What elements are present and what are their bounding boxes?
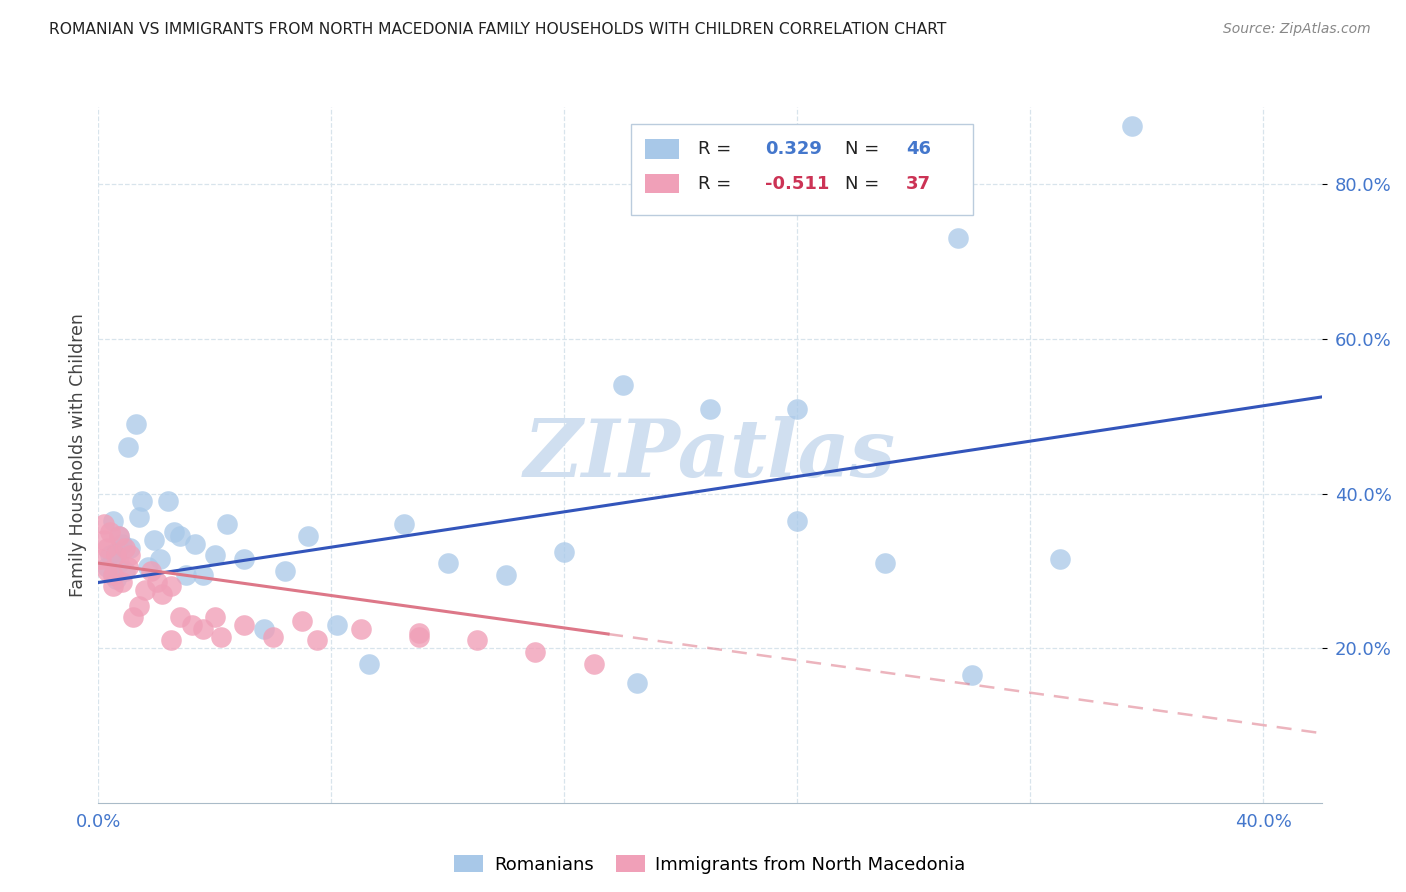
- Point: [495, 567, 517, 582]
- Point: [169, 529, 191, 543]
- Point: [174, 567, 197, 582]
- Point: [233, 618, 256, 632]
- Point: [131, 494, 153, 508]
- Point: [612, 378, 634, 392]
- Point: [873, 556, 896, 570]
- Point: [104, 544, 127, 558]
- Point: [160, 633, 183, 648]
- Point: [104, 549, 127, 563]
- Text: R =: R =: [697, 140, 737, 158]
- Point: [128, 599, 150, 613]
- Text: N =: N =: [845, 175, 884, 193]
- Point: [108, 529, 131, 543]
- Point: [163, 525, 186, 540]
- Point: [305, 633, 328, 648]
- Point: [582, 657, 605, 671]
- Text: Source: ZipAtlas.com: Source: ZipAtlas.com: [1223, 22, 1371, 37]
- Point: [128, 509, 150, 524]
- Point: [98, 549, 121, 563]
- Text: -0.511: -0.511: [765, 175, 830, 193]
- Point: [1049, 552, 1071, 566]
- Point: [111, 575, 134, 590]
- Point: [142, 533, 165, 547]
- Point: [326, 618, 349, 632]
- Point: [101, 567, 124, 582]
- Point: [114, 541, 136, 555]
- Point: [149, 552, 172, 566]
- Point: [101, 514, 124, 528]
- Text: R =: R =: [697, 175, 737, 193]
- Text: ZIPatlas: ZIPatlas: [524, 417, 896, 493]
- Point: [117, 560, 139, 574]
- Point: [253, 622, 276, 636]
- Point: [98, 525, 121, 540]
- Text: ROMANIAN VS IMMIGRANTS FROM NORTH MACEDONIA FAMILY HOUSEHOLDS WITH CHILDREN CORR: ROMANIAN VS IMMIGRANTS FROM NORTH MACEDO…: [49, 22, 946, 37]
- Point: [408, 630, 430, 644]
- Text: 37: 37: [905, 175, 931, 193]
- Point: [134, 583, 156, 598]
- Text: 0.329: 0.329: [765, 140, 823, 158]
- Point: [183, 537, 205, 551]
- Point: [101, 579, 124, 593]
- Point: [96, 564, 118, 578]
- Point: [626, 676, 648, 690]
- Y-axis label: Family Households with Children: Family Households with Children: [69, 313, 87, 597]
- Point: [1121, 120, 1143, 134]
- FancyBboxPatch shape: [630, 124, 973, 215]
- Point: [193, 622, 215, 636]
- Point: [193, 567, 215, 582]
- Point: [291, 614, 314, 628]
- FancyBboxPatch shape: [645, 174, 679, 194]
- Point: [90, 552, 112, 566]
- Point: [946, 231, 969, 245]
- Point: [96, 541, 118, 555]
- Point: [553, 544, 575, 558]
- Point: [160, 579, 183, 593]
- Point: [136, 560, 159, 574]
- Point: [262, 630, 284, 644]
- Point: [111, 537, 134, 551]
- Point: [215, 517, 238, 532]
- Point: [101, 567, 124, 582]
- Point: [125, 417, 148, 431]
- Point: [960, 668, 983, 682]
- Point: [157, 494, 180, 508]
- Point: [392, 517, 416, 532]
- Point: [274, 564, 297, 578]
- Point: [120, 549, 142, 563]
- Legend: Romanians, Immigrants from North Macedonia: Romanians, Immigrants from North Macedon…: [454, 855, 966, 874]
- Point: [524, 645, 547, 659]
- Point: [108, 529, 131, 543]
- Point: [108, 556, 131, 570]
- Point: [204, 610, 226, 624]
- Point: [786, 401, 808, 416]
- Text: 46: 46: [905, 140, 931, 158]
- Point: [408, 625, 430, 640]
- Point: [93, 517, 115, 532]
- Point: [180, 618, 202, 632]
- Text: N =: N =: [845, 140, 884, 158]
- Point: [93, 533, 115, 547]
- Point: [209, 630, 232, 644]
- Point: [437, 556, 460, 570]
- Point: [349, 622, 371, 636]
- Point: [96, 560, 118, 574]
- Point: [699, 401, 721, 416]
- Point: [139, 564, 162, 578]
- Point: [169, 610, 191, 624]
- Point: [145, 575, 167, 590]
- Point: [122, 610, 145, 624]
- Point: [104, 572, 127, 586]
- Point: [204, 549, 226, 563]
- Point: [786, 514, 808, 528]
- Point: [233, 552, 256, 566]
- Point: [465, 633, 488, 648]
- Point: [359, 657, 381, 671]
- Point: [120, 541, 142, 555]
- Point: [152, 587, 174, 601]
- Point: [114, 564, 136, 578]
- Point: [117, 440, 139, 454]
- FancyBboxPatch shape: [645, 139, 679, 159]
- Point: [297, 529, 319, 543]
